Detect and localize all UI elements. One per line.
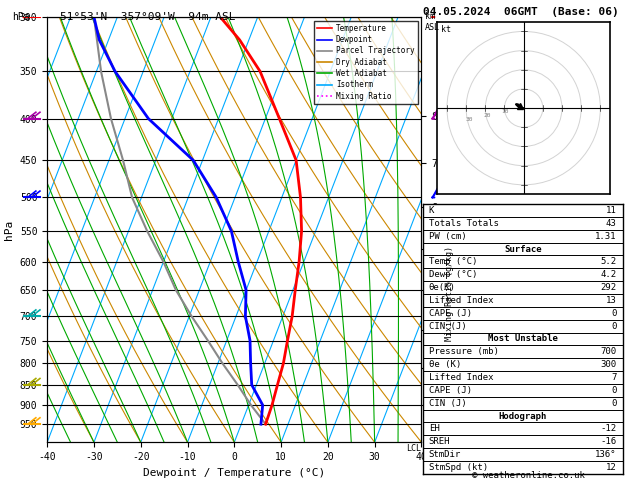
Text: LCL: LCL <box>406 444 421 453</box>
Text: 5.2: 5.2 <box>601 258 616 266</box>
Text: 43: 43 <box>606 219 616 228</box>
Text: EH: EH <box>429 424 440 434</box>
Text: Hodograph: Hodograph <box>499 412 547 420</box>
Text: 0: 0 <box>611 399 616 408</box>
Text: 0: 0 <box>611 322 616 330</box>
Text: StmDir: StmDir <box>429 450 461 459</box>
Legend: Temperature, Dewpoint, Parcel Trajectory, Dry Adiabat, Wet Adiabat, Isotherm, Mi: Temperature, Dewpoint, Parcel Trajectory… <box>314 21 418 104</box>
Text: © weatheronline.co.uk: © weatheronline.co.uk <box>472 471 585 480</box>
Text: θe(K): θe(K) <box>429 283 455 292</box>
Text: SREH: SREH <box>429 437 450 446</box>
Text: CIN (J): CIN (J) <box>429 322 466 330</box>
Text: 300: 300 <box>601 360 616 369</box>
Text: 1.31: 1.31 <box>595 232 616 241</box>
Text: 30: 30 <box>465 117 473 122</box>
Text: CAPE (J): CAPE (J) <box>429 386 472 395</box>
Text: -12: -12 <box>601 424 616 434</box>
Text: 04.05.2024  06GMT  (Base: 06): 04.05.2024 06GMT (Base: 06) <box>423 7 618 17</box>
Text: Lifted Index: Lifted Index <box>429 373 493 382</box>
Text: hPa: hPa <box>13 12 30 22</box>
Text: km
ASL: km ASL <box>425 12 440 32</box>
Text: Pressure (mb): Pressure (mb) <box>429 347 499 356</box>
Text: 292: 292 <box>601 283 616 292</box>
Text: 11: 11 <box>606 206 616 215</box>
Text: 20: 20 <box>484 113 491 118</box>
Text: θe (K): θe (K) <box>429 360 461 369</box>
Text: 10: 10 <box>502 109 509 115</box>
Text: K: K <box>429 206 434 215</box>
X-axis label: Dewpoint / Temperature (°C): Dewpoint / Temperature (°C) <box>143 468 325 478</box>
Text: kt: kt <box>441 25 451 35</box>
Text: 51°53'N  357°09'W  94m ASL: 51°53'N 357°09'W 94m ASL <box>60 12 235 22</box>
Text: 700: 700 <box>601 347 616 356</box>
Text: -16: -16 <box>601 437 616 446</box>
Text: CAPE (J): CAPE (J) <box>429 309 472 318</box>
Y-axis label: km
ASL: km ASL <box>438 221 460 239</box>
Y-axis label: hPa: hPa <box>4 220 14 240</box>
Text: Surface: Surface <box>504 244 542 254</box>
Text: Temp (°C): Temp (°C) <box>429 258 477 266</box>
Text: 0: 0 <box>611 386 616 395</box>
Text: Lifted Index: Lifted Index <box>429 296 493 305</box>
Text: PW (cm): PW (cm) <box>429 232 466 241</box>
Text: Dewp (°C): Dewp (°C) <box>429 270 477 279</box>
Text: CIN (J): CIN (J) <box>429 399 466 408</box>
Text: 4.2: 4.2 <box>601 270 616 279</box>
Text: Most Unstable: Most Unstable <box>487 334 558 344</box>
Text: Mixing Ratio (g/kg): Mixing Ratio (g/kg) <box>445 246 454 341</box>
Text: 136°: 136° <box>595 450 616 459</box>
Text: Totals Totals: Totals Totals <box>429 219 499 228</box>
Text: 7: 7 <box>611 373 616 382</box>
Text: 0: 0 <box>611 309 616 318</box>
Text: 13: 13 <box>606 296 616 305</box>
Text: 12: 12 <box>606 463 616 472</box>
Text: StmSpd (kt): StmSpd (kt) <box>429 463 488 472</box>
